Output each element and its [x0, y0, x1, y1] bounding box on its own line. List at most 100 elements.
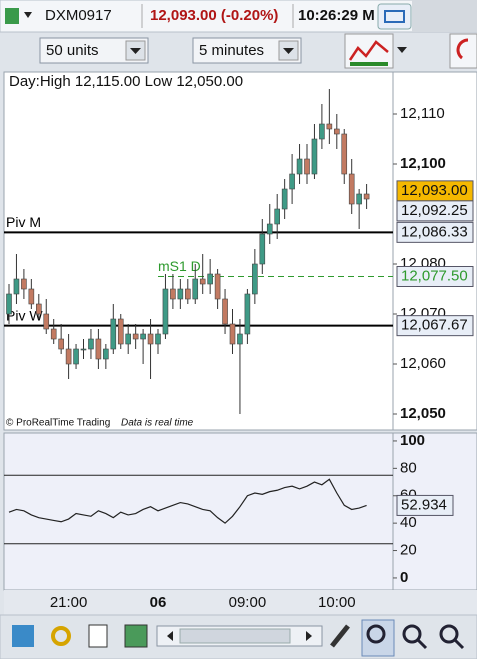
zoom-in[interactable]	[439, 624, 459, 644]
zoom-out	[416, 638, 428, 650]
y-tick-label: 12,100	[400, 155, 446, 172]
dropdown-arrow[interactable]	[397, 47, 407, 53]
candle-body	[281, 188, 288, 210]
y-tick-label: 20	[400, 542, 417, 559]
y-tick-label: 0	[400, 569, 408, 586]
keyboard-icon	[384, 10, 405, 23]
candle-body	[140, 333, 146, 340]
candle-body	[13, 278, 20, 295]
y-tick-label: 80	[400, 459, 417, 476]
value-label: 52.934	[401, 496, 447, 513]
zoom-out[interactable]	[402, 624, 422, 644]
candle-body	[110, 318, 117, 350]
price-label: 12,067.67	[401, 317, 468, 334]
watchlist-icon[interactable]	[5, 8, 19, 24]
candle-body	[125, 333, 131, 345]
scroll-right[interactable]	[306, 631, 312, 641]
candle-body	[311, 138, 318, 175]
candle-body	[237, 333, 243, 345]
reference-label: Piv M	[6, 214, 41, 230]
candle-body	[259, 233, 266, 265]
candle-body	[289, 173, 295, 190]
candle-body	[356, 193, 362, 205]
interval[interactable]: 5 minutes	[199, 42, 264, 59]
candle-body	[319, 123, 325, 140]
x-tick-label: 10:00	[318, 594, 356, 611]
tool-icon[interactable]	[88, 624, 108, 648]
candle-body	[363, 193, 370, 200]
candle-body	[214, 273, 221, 300]
dropdown-arrow[interactable]	[24, 12, 32, 18]
candle-body	[185, 288, 191, 300]
dropdown-arrow	[130, 48, 141, 54]
refresh-icon	[456, 38, 469, 60]
candle-body	[266, 223, 273, 235]
candle-body	[177, 288, 184, 300]
scroll-left[interactable]	[167, 631, 173, 641]
candle-body	[80, 348, 87, 351]
candle-body	[162, 288, 169, 335]
tool-icon[interactable]	[124, 624, 148, 648]
candle-body	[103, 348, 109, 360]
refresh-button[interactable]	[449, 33, 477, 69]
indicator-line	[8, 478, 367, 524]
last-price: 12,093.00 (-0.20%)	[150, 7, 278, 24]
candle-body	[170, 288, 176, 300]
tool-icon[interactable]	[330, 624, 350, 648]
candle-body	[348, 173, 355, 205]
candle-body	[88, 338, 94, 350]
top-bar-end	[412, 0, 477, 32]
price-box	[396, 266, 474, 287]
zoom-in	[453, 638, 465, 650]
candle-body	[199, 278, 206, 285]
candle-body	[50, 328, 57, 340]
tool-icon[interactable]	[51, 626, 71, 646]
dropdown-arrow	[283, 48, 294, 54]
x-tick-label: 21:00	[50, 594, 88, 611]
candle-body	[6, 293, 12, 315]
day-range: Day:High 12,115.00 Low 12,050.00	[9, 73, 243, 90]
candle-body	[58, 338, 64, 350]
price-label: 12,093.00	[401, 182, 468, 199]
value-box	[396, 494, 454, 516]
candle-body	[207, 273, 213, 285]
candle-body	[192, 278, 199, 300]
x-axis-strip	[4, 590, 477, 615]
clock: 10:26:29 M	[298, 7, 375, 24]
candle-body	[222, 298, 228, 325]
scroll-thumb[interactable]	[179, 628, 291, 644]
candle-body	[229, 323, 236, 345]
price-box	[396, 221, 474, 243]
units[interactable]: 50 units	[46, 42, 99, 59]
keyboard-button[interactable]	[377, 3, 412, 30]
y-tick-label: 12,110	[400, 105, 445, 122]
y-tick-label: 12,060	[400, 355, 446, 372]
candle-body	[296, 158, 303, 175]
reference-label: mS1 D	[158, 258, 201, 274]
instrument[interactable]: DXM0917	[45, 7, 112, 24]
candle-body	[132, 333, 139, 340]
candle-body	[35, 303, 42, 315]
zoom-icon	[366, 624, 386, 644]
reference-label: Piv W	[6, 307, 43, 323]
chart-type-icon	[348, 40, 389, 61]
tool-icon[interactable]	[12, 625, 34, 647]
price-box	[396, 315, 474, 337]
y-tick-label: 40	[400, 514, 417, 531]
price-label: 12,077.50	[401, 267, 468, 284]
y-tick-label: 12,050	[400, 405, 446, 422]
candle-body	[21, 278, 27, 290]
candle-body	[155, 333, 161, 345]
data-note: Data is real time	[121, 418, 194, 429]
candle-body	[341, 133, 348, 175]
x-tick-label: 09:00	[229, 594, 267, 611]
y-tick-label: 100	[400, 432, 425, 449]
candle-body	[43, 313, 50, 330]
copyright: © ProRealTime Trading	[6, 418, 110, 429]
candle-body	[326, 123, 333, 130]
candle-body	[73, 348, 79, 365]
candle-body	[274, 208, 281, 225]
price-label: 12,092.25	[401, 202, 468, 219]
candle-body	[28, 288, 35, 305]
